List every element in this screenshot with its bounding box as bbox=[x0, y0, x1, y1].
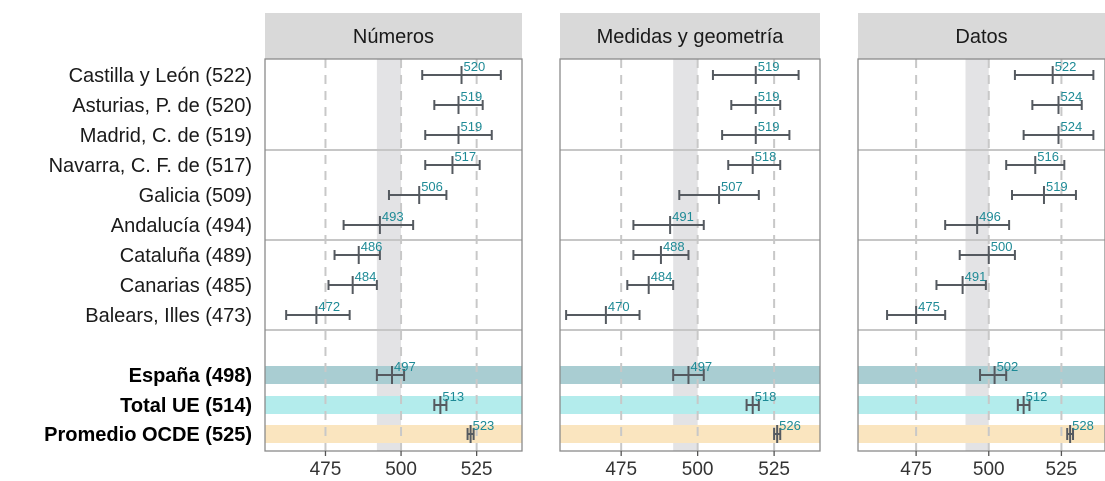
value-label: 526 bbox=[779, 418, 801, 433]
value-label: 507 bbox=[721, 179, 743, 194]
value-label: 488 bbox=[663, 239, 685, 254]
facet-title: Datos bbox=[955, 26, 1007, 48]
facet-panel: Números 520 519 519 517 506 493 486 484 472 497 513… bbox=[264, 13, 523, 480]
tick-label: 525 bbox=[758, 459, 790, 480]
row-label: Total UE (514) bbox=[120, 395, 252, 417]
value-label: 497 bbox=[690, 359, 712, 374]
reference-band bbox=[376, 59, 402, 451]
tick-label: 475 bbox=[310, 459, 342, 480]
value-label: 518 bbox=[755, 389, 777, 404]
row-label: Andalucía (494) bbox=[111, 215, 252, 237]
value-label: 493 bbox=[382, 209, 404, 224]
panel-border bbox=[559, 58, 821, 452]
value-label: 518 bbox=[755, 149, 777, 164]
panel-border bbox=[857, 58, 1105, 452]
value-label: 522 bbox=[1055, 59, 1077, 74]
facet-strip bbox=[858, 13, 1105, 59]
row-label: Castilla y León (522) bbox=[69, 65, 252, 87]
value-label: 513 bbox=[442, 389, 464, 404]
value-label: 520 bbox=[464, 59, 486, 74]
tick-label: 500 bbox=[973, 459, 1005, 480]
row-label: Asturias, P. de (520) bbox=[72, 95, 252, 117]
value-label: 519 bbox=[461, 119, 483, 134]
value-label: 486 bbox=[361, 239, 383, 254]
value-label: 496 bbox=[979, 209, 1001, 224]
row-label: Navarra, C. F. de (517) bbox=[49, 155, 252, 177]
facet-title: Números bbox=[353, 26, 434, 48]
tick-label: 525 bbox=[1046, 459, 1078, 480]
aggregate-band bbox=[265, 396, 522, 414]
value-label: 512 bbox=[1026, 389, 1048, 404]
aggregate-band bbox=[265, 425, 522, 443]
facet-panel: Datos52252452451651949650049147550251252… bbox=[857, 13, 1105, 480]
value-label: 470 bbox=[608, 299, 630, 314]
value-label: 491 bbox=[965, 269, 987, 284]
tick-label: 525 bbox=[461, 459, 493, 480]
aggregate-band bbox=[858, 425, 1105, 443]
facet-title: Medidas y geometría bbox=[597, 26, 785, 48]
row-label: Madrid, C. de (519) bbox=[80, 125, 252, 147]
value-label: 475 bbox=[918, 299, 940, 314]
value-label: 519 bbox=[461, 89, 483, 104]
panel-border bbox=[264, 58, 523, 452]
value-label: 484 bbox=[651, 269, 673, 284]
value-label: 484 bbox=[355, 269, 377, 284]
value-label: 519 bbox=[758, 89, 780, 104]
tick-label: 475 bbox=[900, 459, 932, 480]
facet-strip bbox=[265, 13, 522, 59]
facet-strip bbox=[560, 13, 820, 59]
value-label: 528 bbox=[1072, 418, 1094, 433]
tick-label: 500 bbox=[385, 459, 417, 480]
value-label: 524 bbox=[1061, 89, 1083, 104]
value-label: 519 bbox=[758, 59, 780, 74]
value-label: 519 bbox=[1046, 179, 1068, 194]
aggregate-band bbox=[858, 396, 1105, 414]
value-label: 506 bbox=[421, 179, 443, 194]
tick-label: 475 bbox=[605, 459, 637, 480]
tick-label: 500 bbox=[682, 459, 714, 480]
value-label: 491 bbox=[672, 209, 694, 224]
value-label: 500 bbox=[991, 239, 1013, 254]
value-label: 523 bbox=[473, 418, 495, 433]
value-label: 524 bbox=[1061, 119, 1083, 134]
row-label: Promedio OCDE (525) bbox=[44, 424, 252, 446]
aggregate-band bbox=[560, 425, 820, 443]
facet-panel: Medidas y geometría 519 519 519 518 507 491 488… bbox=[559, 13, 821, 480]
row-label: Cataluña (489) bbox=[120, 245, 252, 267]
row-label: Balears, Illes (473) bbox=[85, 305, 252, 327]
value-label: 472 bbox=[318, 299, 340, 314]
row-label: Canarias (485) bbox=[120, 275, 252, 297]
value-label: 519 bbox=[758, 119, 780, 134]
row-label: España (498) bbox=[129, 365, 252, 387]
value-label: 516 bbox=[1037, 149, 1059, 164]
value-label: 517 bbox=[454, 149, 476, 164]
value-label: 497 bbox=[394, 359, 416, 374]
aggregate-band bbox=[560, 396, 820, 414]
value-label: 502 bbox=[997, 359, 1019, 374]
row-label: Galicia (509) bbox=[139, 185, 252, 207]
